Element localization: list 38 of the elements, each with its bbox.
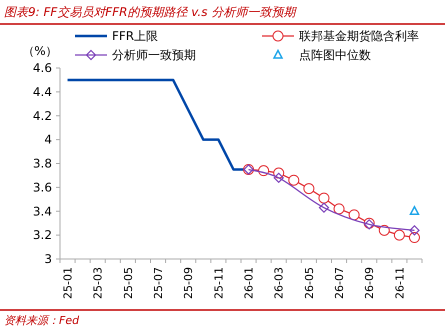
x-tick-label: 25-11 [212, 267, 226, 299]
x-tick-label: 26-09 [363, 267, 376, 299]
y-tick-label: 3.8 [32, 156, 52, 170]
y-tick-label: 4 [44, 132, 52, 147]
point [394, 230, 405, 241]
point [348, 209, 360, 220]
x-tick-label: 25-07 [152, 267, 166, 299]
x-tick-label: 25-09 [182, 267, 196, 299]
y-tick-label: 4.6 [32, 61, 52, 75]
x-tick-label: 26-11 [393, 267, 406, 299]
x-tick-label: 25-03 [92, 267, 105, 299]
y-tick-label: 3.4 [32, 204, 52, 218]
legend-label: 分析师一致预期 [112, 48, 196, 62]
y-tick-label: 4.2 [32, 108, 52, 123]
x-tick-label: 25-05 [122, 267, 135, 299]
y-tick-label: 3.2 [32, 228, 52, 242]
point [334, 203, 345, 214]
x-tick-label: 26-01 [242, 267, 256, 299]
point [318, 202, 330, 213]
legend-label: FFR上限 [112, 29, 158, 43]
y-tick-label: 4.4 [32, 84, 52, 99]
x-tick-label: 26-05 [302, 267, 316, 299]
x-tick-label: 26-03 [272, 267, 286, 299]
point [303, 183, 314, 194]
point [288, 174, 300, 186]
x-tick-label: 25-01 [62, 267, 75, 299]
y-axis-title: （%） [22, 44, 58, 58]
point [274, 172, 284, 183]
legend-label: 联邦基金期货隐含利率 [299, 29, 419, 43]
text: 资料来源：Fed [4, 314, 80, 327]
legend-label: 点阵图中位数 [299, 48, 371, 62]
point [409, 225, 420, 236]
y-tick-label: 3 [44, 252, 52, 266]
x-tick-label: 26-07 [333, 267, 346, 299]
point [318, 192, 330, 204]
y-tick-label: 3.6 [32, 180, 52, 194]
chart-title: 图表9: FF交易员对FFR的预期路径 v.s 分析师一致预期 [4, 5, 298, 19]
point [408, 232, 420, 244]
